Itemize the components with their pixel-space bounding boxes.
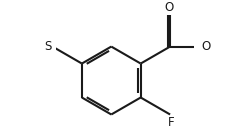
Text: O: O <box>201 40 210 53</box>
Text: S: S <box>45 40 52 53</box>
Text: F: F <box>168 116 174 128</box>
Text: O: O <box>164 1 173 14</box>
